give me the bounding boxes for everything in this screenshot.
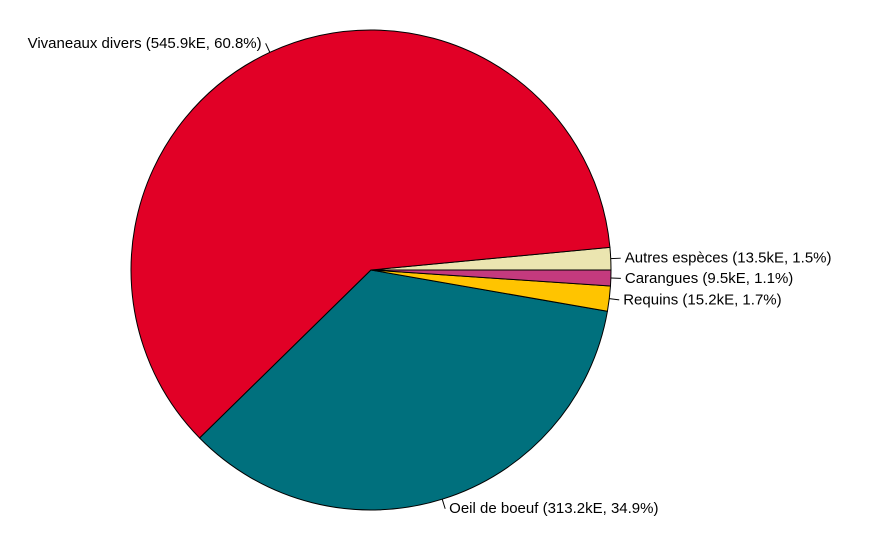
- slice-label-oeil-de-boeuf: Oeil de boeuf (313.2kE, 34.9%): [449, 500, 658, 517]
- pie-slices: [130, 29, 612, 511]
- slice-label-autres-especes: Autres espèces (13.5kE, 1.5%): [625, 250, 832, 267]
- pie-slice-carangues: [370, 269, 612, 287]
- label-tick-requins: [609, 298, 620, 301]
- slice-label-vivaneaux-divers: Vivaneaux divers (545.9kE, 60.8%): [28, 35, 262, 52]
- pie-slice-oeil-de-boeuf: [198, 269, 608, 511]
- pie-labels: Autres espèces (13.5kE, 1.5%) Vivaneaux d…: [28, 35, 832, 517]
- slice-label-carangues: Carangues (9.5kE, 1.1%): [625, 270, 793, 287]
- label-tick-vivaneaux-divers: [265, 43, 271, 53]
- label-tick-oeil-de-boeuf: [441, 499, 446, 509]
- slice-label-requins: Requins (15.2kE, 1.7%): [623, 291, 781, 308]
